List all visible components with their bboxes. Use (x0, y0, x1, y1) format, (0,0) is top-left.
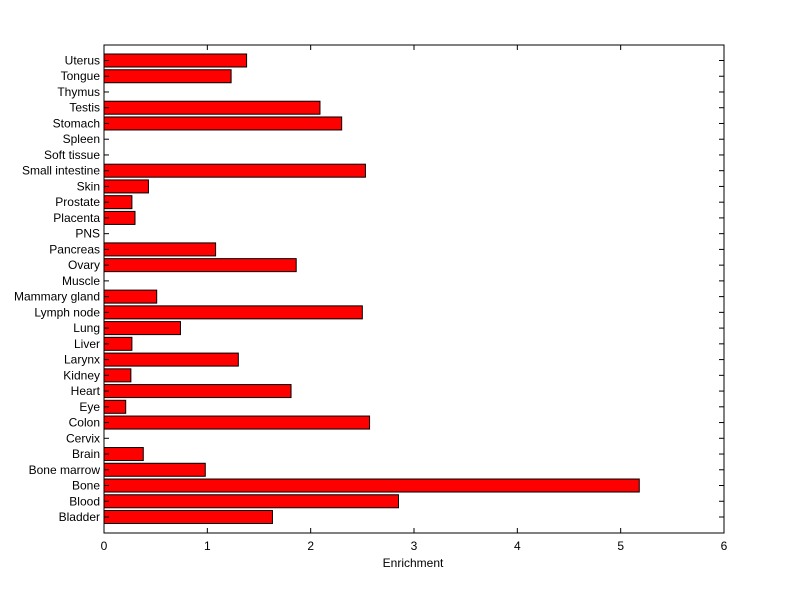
bar-bladder (103, 510, 273, 524)
x-tick-label-6: 6 (721, 539, 728, 553)
bar-heart (103, 384, 292, 399)
y-tick-label-skin: Skin (77, 179, 100, 193)
bar-blood (103, 494, 399, 509)
y-tick-label-larynx: Larynx (64, 353, 100, 367)
bar-bone-marrow (103, 462, 206, 477)
bar-testis (103, 100, 321, 115)
y-tick-label-mammary-gland: Mammary gland (14, 290, 100, 304)
y-tick-label-stomach: Stomach (53, 116, 100, 130)
y-tick-label-prostate: Prostate (55, 195, 100, 209)
x-tick-label-0: 0 (101, 539, 108, 553)
y-tick-label-testis: Testis (69, 101, 100, 115)
y-tick-label-thymus: Thymus (57, 85, 100, 99)
bar-lymph-node (103, 305, 363, 320)
bar-colon (103, 415, 371, 430)
bars-group (103, 53, 640, 524)
bar-stomach (103, 116, 343, 131)
y-tick-label-placenta: Placenta (53, 211, 100, 225)
bar-ovary (103, 258, 297, 273)
y-tick-label-uterus: Uterus (65, 54, 100, 68)
y-tick-label-colon: Colon (69, 416, 100, 430)
x-tick-label-4: 4 (514, 539, 521, 553)
y-tick-label-ovary: Ovary (68, 258, 100, 272)
x-axis-label: Enrichment (383, 556, 444, 570)
y-tick-label-kidney: Kidney (63, 368, 100, 382)
y-tick-label-muscle: Muscle (62, 274, 100, 288)
y-tick-label-bladder: Bladder (59, 510, 100, 524)
y-tick-label-blood: Blood (69, 494, 100, 508)
bar-mammary-gland (103, 289, 158, 304)
x-tick-label-1: 1 (204, 539, 211, 553)
y-tick-label-heart: Heart (71, 384, 101, 398)
x-tick-label-3: 3 (411, 539, 418, 553)
bar-tongue (103, 69, 232, 84)
y-tick-label-tongue: Tongue (61, 69, 101, 83)
x-tick-label-2: 2 (307, 539, 314, 553)
x-tick-label-5: 5 (617, 539, 624, 553)
y-tick-label-bone: Bone (72, 479, 100, 493)
y-tick-label-brain: Brain (72, 447, 100, 461)
bar-skin (103, 179, 149, 194)
y-tick-label-pancreas: Pancreas (49, 242, 100, 256)
bar-uterus (103, 53, 248, 68)
y-tick-label-pns: PNS (75, 227, 100, 241)
y-tick-label-soft-tissue: Soft tissue (44, 148, 100, 162)
y-tick-label-lung: Lung (73, 321, 100, 335)
plot-frame (103, 44, 725, 534)
y-tick-label-liver: Liver (74, 337, 100, 351)
x-tick-labels: 0 1 2 3 4 5 6 (101, 539, 728, 553)
y-tick-label-spleen: Spleen (63, 132, 100, 146)
bar-brain (103, 447, 144, 462)
bar-pancreas (103, 242, 217, 257)
y-tick-label-cervix: Cervix (66, 431, 100, 445)
bar-larynx (103, 352, 239, 367)
y-tick-label-small-intestine: Small intestine (22, 164, 100, 178)
y-tick-label-eye: Eye (79, 400, 100, 414)
bar-lung (103, 321, 181, 336)
y-tick-label-lymph-node: Lymph node (34, 305, 100, 319)
y-tick-label-bone-marrow: Bone marrow (29, 463, 101, 477)
bar-bone (103, 478, 640, 493)
bar-small-intestine (103, 163, 366, 178)
